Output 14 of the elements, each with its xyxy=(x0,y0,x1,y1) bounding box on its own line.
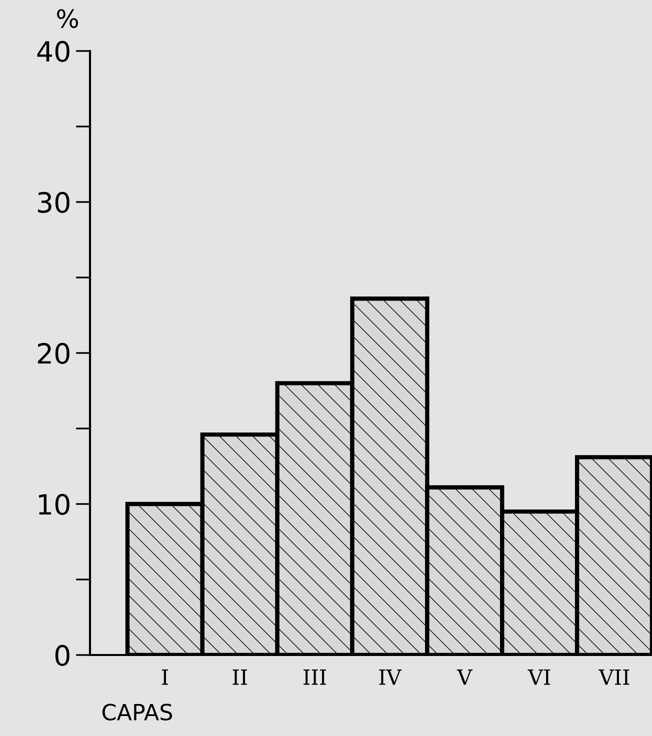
y-tick-label: 30 xyxy=(38,192,70,213)
x-tick-label: V xyxy=(456,670,472,685)
y-tick-label: 40 xyxy=(37,40,70,62)
x-tick-label: VI xyxy=(528,670,550,685)
x-tick-label: I xyxy=(162,670,168,685)
y-axis-title: % xyxy=(57,9,78,28)
y-tick-label: 20 xyxy=(38,342,70,364)
x-tick-label: VII xyxy=(598,670,630,685)
y-tick-label: 10 xyxy=(38,494,70,515)
x-tick-label: II xyxy=(232,670,247,685)
x-axis-title: CAPAS xyxy=(102,704,172,721)
x-tick-label: III xyxy=(304,670,326,685)
y-tick-label: 0 xyxy=(55,644,70,666)
x-tick-label: IV xyxy=(379,670,402,685)
